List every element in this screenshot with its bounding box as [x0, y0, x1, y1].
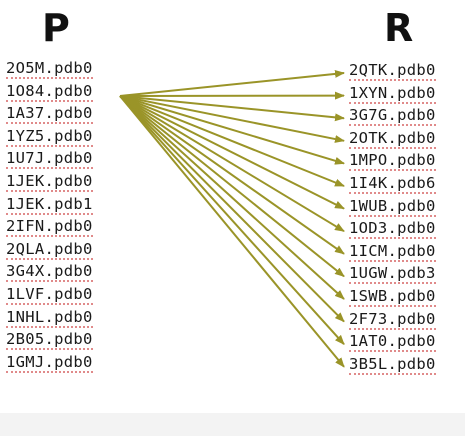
mapping-arrow — [119, 95, 345, 143]
right-list-item-label: 1OD3.pdb0 — [349, 219, 436, 240]
right-list: 2QTK.pdb0 1XYN.pdb0 3G7G.pdb0 2OTK.pdb0 1MPO… — [349, 60, 436, 376]
left-list-item-label: 2O5M.pdb0 — [6, 59, 93, 79]
right-list-item: 1ICM.pdb0 — [349, 241, 436, 264]
mapping-arrow — [119, 95, 345, 210]
right-list-item-label: 1WUB.pdb0 — [349, 196, 436, 217]
left-list-item-label: 1YZ5.pdb0 — [6, 126, 93, 147]
left-list-item-label: 1NHL.pdb0 — [6, 307, 93, 328]
right-list-item: 1OD3.pdb0 — [349, 218, 436, 241]
right-list-item: 1UGW.pdb3 — [349, 263, 436, 286]
left-list-item: 1JEK.pdb1 — [6, 194, 93, 217]
right-column-title: R — [384, 6, 414, 50]
right-list-item: 1WUB.pdb0 — [349, 196, 436, 219]
right-list-item: 1AT0.pdb0 — [349, 331, 436, 354]
left-list-item-label: 3G4X.pdb0 — [6, 262, 93, 283]
left-list-item: 1O84.pdb0 — [6, 81, 93, 104]
left-list-item: 2O5M.pdb0 — [6, 58, 93, 81]
left-list-item-label: 2B05.pdb0 — [6, 330, 93, 351]
left-column-title: P — [42, 6, 70, 50]
right-list-item: 2QTK.pdb0 — [349, 60, 436, 83]
left-list-item: 1GMJ.pdb0 — [6, 352, 93, 375]
left-list-item: 2B05.pdb0 — [6, 329, 93, 352]
left-list-item-label: 2IFN.pdb0 — [6, 217, 93, 238]
left-list-item: 1YZ5.pdb0 — [6, 126, 93, 149]
right-list-item-label: 1XYN.pdb0 — [349, 83, 436, 104]
right-list-item-label: 1I4K.pdb6 — [349, 173, 436, 194]
right-list-item: 2F73.pdb0 — [349, 309, 436, 332]
mapping-arrow — [119, 95, 345, 233]
right-list-item: 1XYN.pdb0 — [349, 83, 436, 106]
left-list-item: 1LVF.pdb0 — [6, 284, 93, 307]
right-list-item-label: 1MPO.pdb0 — [349, 151, 436, 172]
left-list-item-label: 1JEK.pdb1 — [6, 194, 93, 215]
mapping-arrow — [119, 69, 345, 97]
left-list-item: 3G4X.pdb0 — [6, 261, 93, 284]
left-list-item-label: 1GMJ.pdb0 — [6, 352, 93, 373]
right-list-item: 1SWB.pdb0 — [349, 286, 436, 309]
left-list: 2O5M.pdb0 1O84.pdb0 1A37.pdb0 1YZ5.pdb0 1U7J… — [6, 58, 93, 410]
left-list-item: 1A37.pdb0 — [6, 103, 93, 126]
right-list-item-label: 1SWB.pdb0 — [349, 286, 436, 307]
left-list-item-label: 1JEK.pdb0 — [6, 171, 93, 192]
left-list-item-label: 1O84.pdb0 — [6, 81, 93, 102]
left-list-item: 2QLA.pdb0 — [6, 239, 93, 262]
right-list-item: 3B5L.pdb0 — [349, 354, 436, 377]
right-list-item-label: 2QTK.pdb0 — [349, 61, 436, 81]
left-list-item-label: 1U7J.pdb0 — [6, 149, 93, 170]
left-list-item-label: 2QLA.pdb0 — [6, 239, 93, 260]
mapping-arrow — [119, 95, 345, 278]
mapping-arrow — [119, 95, 345, 187]
mapping-arrow — [119, 95, 345, 300]
mapping-arrow — [119, 95, 345, 165]
right-list-item: 1I4K.pdb6 — [349, 173, 436, 196]
right-list-item-label: 3G7G.pdb0 — [349, 106, 436, 127]
mapping-arrow — [119, 95, 345, 368]
right-list-item: 1MPO.pdb0 — [349, 150, 436, 173]
left-list-item: 1U7J.pdb0 — [6, 148, 93, 171]
mapping-arrow — [119, 95, 345, 345]
right-list-item: 2OTK.pdb0 — [349, 128, 436, 151]
left-list-item: 1NHL.pdb0 — [6, 307, 93, 330]
right-list-item-label: 1UGW.pdb3 — [349, 264, 436, 285]
right-list-item-label: 2F73.pdb0 — [349, 309, 436, 330]
right-list-item-label: 3B5L.pdb0 — [349, 354, 436, 375]
right-list-item-label: 2OTK.pdb0 — [349, 128, 436, 149]
mapping-arrow — [119, 95, 345, 323]
right-list-item: 3G7G.pdb0 — [349, 105, 436, 128]
right-list-item-label: 1ICM.pdb0 — [349, 241, 436, 262]
mapping-arrow — [119, 95, 345, 122]
bottom-bar — [0, 413, 465, 436]
mapping-arrow — [119, 95, 345, 255]
left-list-item: 1JEK.pdb0 — [6, 171, 93, 194]
left-list-item-label: 1LVF.pdb0 — [6, 284, 93, 305]
left-list-item-label: 1A37.pdb0 — [6, 104, 93, 125]
right-list-item-label: 1AT0.pdb0 — [349, 332, 436, 353]
left-list-item: 2IFN.pdb0 — [6, 216, 93, 239]
